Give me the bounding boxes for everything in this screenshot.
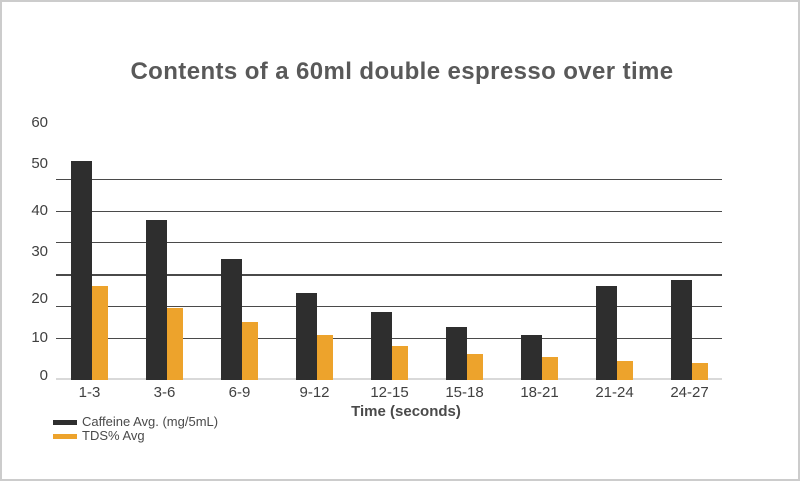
gridline — [56, 178, 722, 180]
bar-caffeine — [521, 335, 542, 380]
bar-tds — [387, 345, 408, 380]
x-axis-tick-label: 24-27 — [670, 384, 709, 401]
y-axis-tick-label: 10 — [31, 328, 48, 346]
y-axis-tick-label: 40 — [31, 201, 48, 219]
y-axis-tick-label: 20 — [31, 289, 48, 307]
bar-caffeine — [221, 258, 242, 380]
bar-tds — [162, 307, 183, 380]
x-axis-tick-label: 1-3 — [78, 384, 101, 401]
bar-tds — [612, 360, 633, 380]
x-axis-tick-label: 9-12 — [299, 384, 330, 401]
bar-tds — [537, 356, 558, 380]
bar-tds — [462, 354, 483, 380]
x-axis-tick-label: 18-21 — [520, 384, 559, 401]
bar-caffeine — [596, 286, 617, 380]
legend-swatch-tds — [53, 433, 77, 439]
y-axis-tick-label: 50 — [31, 155, 48, 172]
bar-caffeine — [71, 160, 92, 380]
gridline — [56, 305, 722, 307]
gridline — [56, 210, 722, 212]
x-axis-tick-label: 21-24 — [595, 384, 634, 401]
y-axis-tick-label: 60 — [31, 114, 48, 131]
bar-caffeine — [446, 326, 467, 380]
chart-title: Contents of a 60ml double espresso over … — [130, 58, 674, 85]
legend-item-caffeine: Caffeine Avg. (mg/5mL) — [53, 415, 218, 429]
legend-item-tds: TDS% Avg — [53, 429, 145, 443]
x-axis-tick-label: 6-9 — [228, 384, 251, 401]
bar-tds — [87, 286, 108, 380]
bar-caffeine — [371, 311, 392, 380]
y-axis-tick-label: 30 — [31, 243, 48, 260]
legend-label-tds: TDS% Avg — [82, 428, 145, 443]
bar-caffeine — [146, 220, 167, 380]
gridline — [56, 274, 722, 276]
x-axis-tick-label: 3-6 — [153, 384, 176, 401]
gridline — [56, 242, 722, 243]
x-axis-tick-label: 12-15 — [370, 384, 409, 401]
legend-label-caffeine: Caffeine Avg. (mg/5mL) — [82, 414, 219, 429]
bar-tds — [312, 335, 333, 380]
bar-caffeine — [296, 292, 317, 380]
bar-tds — [237, 322, 258, 380]
bar-caffeine — [671, 279, 692, 380]
x-axis-title: Time (seconds) — [351, 403, 461, 420]
legend-swatch-caffeine — [53, 419, 77, 425]
y-axis-tick-label: 0 — [39, 367, 48, 385]
bar-tds — [687, 362, 708, 380]
x-axis-tick-label: 15-18 — [445, 384, 484, 401]
